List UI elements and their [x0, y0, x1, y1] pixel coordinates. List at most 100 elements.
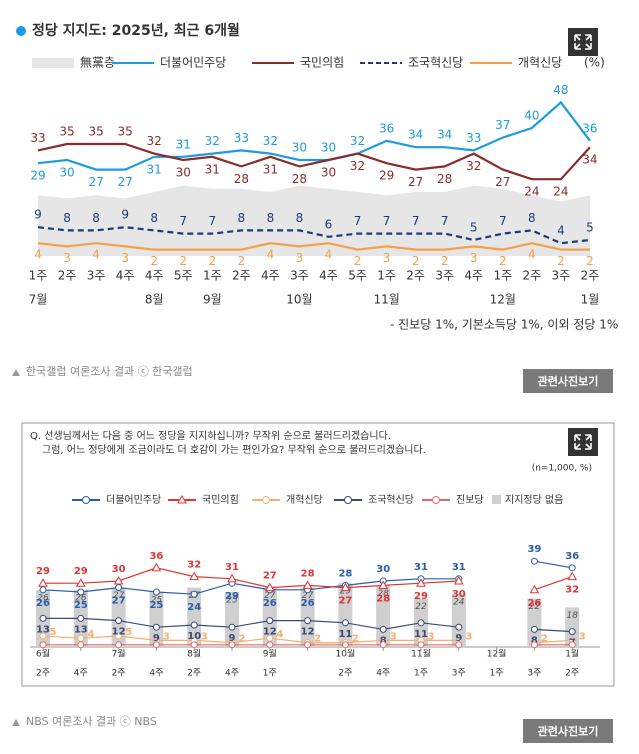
legend-marker: [177, 494, 187, 504]
data-label: 33: [466, 131, 481, 145]
point: [190, 590, 198, 598]
data-label: 31: [205, 162, 220, 176]
x-month-label: 1월: [565, 648, 579, 660]
x-tick-label: 1주: [29, 269, 48, 283]
x-tick-label: 2주: [338, 668, 352, 679]
point: [77, 588, 85, 596]
series-line: [43, 567, 573, 591]
data-label: 5: [50, 627, 57, 638]
legend-label: 無黨층: [80, 55, 115, 70]
data-label: 28: [338, 568, 352, 579]
legend-marker: [432, 496, 440, 504]
x-tick-label: 5주: [174, 269, 193, 283]
series-line: [43, 617, 573, 633]
data-label: 3: [63, 251, 71, 265]
data-label: 7: [383, 214, 391, 228]
data-label: 27: [88, 175, 103, 189]
x-tick-label: 1주: [377, 269, 396, 283]
legend-swatch: [492, 495, 501, 504]
expand-icon[interactable]: [568, 428, 598, 456]
legend-label: 조국혁신당: [368, 494, 414, 506]
data-label: 31: [263, 162, 278, 176]
bar-label: 27: [264, 591, 276, 601]
data-label: 26: [36, 598, 50, 609]
point: [341, 619, 349, 627]
caption: NBS 여론조사 결과 ⓒ NBS: [26, 715, 157, 728]
data-label: 31: [225, 562, 239, 573]
point: [568, 641, 576, 649]
data-label: 36: [582, 121, 597, 135]
bar-label: 22: [529, 602, 541, 612]
point: [530, 641, 538, 649]
data-label: 2: [354, 254, 362, 268]
point: [152, 641, 160, 649]
x-tick-label: 1주: [414, 668, 428, 679]
data-label: 39: [527, 544, 541, 555]
data-label: 2: [412, 254, 420, 268]
photo-button-label[interactable]: 관련사진보기: [538, 724, 599, 738]
data-label: 2: [179, 254, 187, 268]
point: [189, 571, 200, 581]
data-label: 25: [149, 600, 163, 611]
data-label: 9: [229, 633, 236, 644]
x-tick-label: 1주: [490, 668, 504, 679]
data-label: 2: [150, 254, 158, 268]
data-label: 3: [296, 251, 304, 265]
x-month-label: 6월: [36, 648, 50, 660]
point: [39, 632, 47, 640]
data-label: 2: [208, 254, 216, 268]
data-label: 4: [528, 248, 536, 262]
point: [378, 580, 389, 589]
data-label: 27: [118, 175, 133, 189]
data-label: 30: [59, 166, 74, 180]
data-label: 36: [565, 551, 579, 562]
point: [39, 586, 47, 594]
bar: [149, 592, 164, 647]
point: [530, 557, 538, 565]
point: [152, 623, 160, 631]
x-tick-label: 4주: [261, 269, 280, 283]
data-label: 3: [470, 251, 478, 265]
data-label: 2: [352, 634, 359, 645]
data-label: 7: [208, 214, 216, 228]
photo-button[interactable]: [523, 719, 613, 743]
point: [455, 623, 463, 631]
data-label: 40: [524, 109, 539, 123]
data-label: 2: [541, 634, 548, 645]
data-label: 13: [36, 624, 50, 635]
legend-swatch: [32, 58, 74, 68]
data-label: 31: [147, 162, 162, 176]
point: [568, 564, 576, 572]
bar: [187, 587, 202, 647]
photo-button-label[interactable]: 관련사진보기: [538, 374, 599, 388]
bar-label: 26: [37, 593, 49, 603]
data-label: 28: [301, 568, 315, 579]
data-label: 24: [553, 185, 568, 199]
bar-label: 27: [302, 591, 314, 601]
data-label: 29: [379, 169, 394, 183]
point: [113, 575, 124, 585]
data-label: 28: [292, 172, 307, 186]
data-label: 29: [414, 591, 428, 602]
data-label: 31: [414, 562, 428, 573]
data-label: 29: [74, 566, 88, 577]
point: [266, 634, 274, 642]
data-label: 27: [495, 175, 510, 189]
point: [379, 641, 387, 649]
series-line: [37, 142, 591, 181]
data-label: 9: [121, 208, 129, 222]
data-label: 8: [150, 211, 158, 225]
data-label: 32: [147, 134, 162, 148]
x-month-label: 12월: [490, 293, 516, 307]
expand-icon[interactable]: [568, 28, 598, 56]
bar-label: 25: [226, 596, 238, 606]
point: [115, 632, 123, 640]
data-label: 24: [187, 602, 201, 613]
x-tick-label: 1주: [493, 269, 512, 283]
data-label: 2: [586, 254, 594, 268]
series-line: [37, 226, 591, 245]
title-dot: [16, 26, 26, 36]
data-label: 27: [263, 571, 277, 582]
data-label: 3: [428, 631, 435, 642]
photo-button[interactable]: [523, 369, 613, 393]
